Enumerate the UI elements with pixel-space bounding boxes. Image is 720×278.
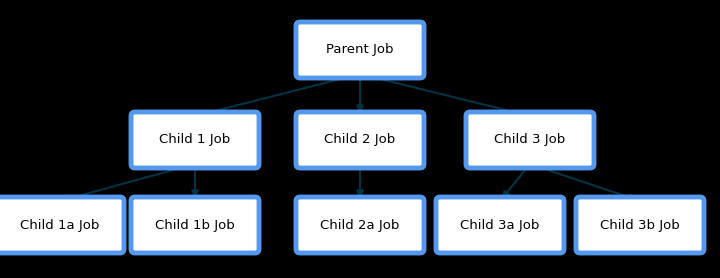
FancyBboxPatch shape [436, 197, 564, 253]
Text: Child 1a Job: Child 1a Job [20, 219, 99, 232]
FancyBboxPatch shape [131, 197, 259, 253]
FancyBboxPatch shape [466, 112, 594, 168]
Text: Child 2 Job: Child 2 Job [325, 133, 395, 147]
Text: Child 3a Job: Child 3a Job [460, 219, 540, 232]
FancyBboxPatch shape [296, 22, 424, 78]
Text: Parent Job: Parent Job [326, 43, 394, 56]
FancyBboxPatch shape [131, 112, 259, 168]
Text: Child 3b Job: Child 3b Job [600, 219, 680, 232]
FancyBboxPatch shape [576, 197, 704, 253]
Text: Child 3 Job: Child 3 Job [495, 133, 566, 147]
FancyBboxPatch shape [0, 197, 124, 253]
FancyBboxPatch shape [296, 112, 424, 168]
Text: Child 1 Job: Child 1 Job [159, 133, 230, 147]
Text: Child 1b Job: Child 1b Job [155, 219, 235, 232]
FancyBboxPatch shape [296, 197, 424, 253]
Text: Child 2a Job: Child 2a Job [320, 219, 400, 232]
